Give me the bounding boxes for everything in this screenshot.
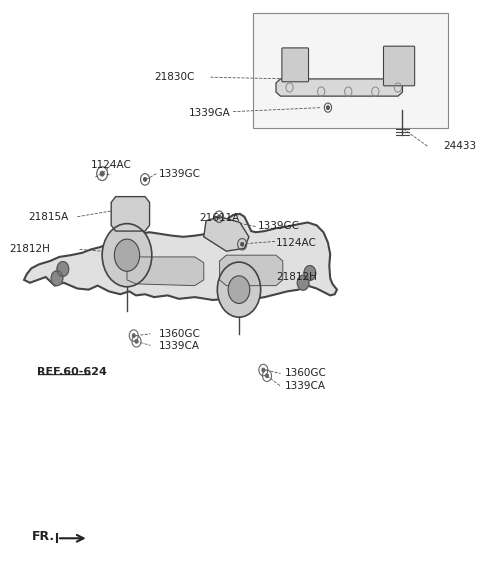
Text: 1360GC: 1360GC bbox=[158, 329, 201, 339]
Circle shape bbox=[135, 340, 138, 343]
Circle shape bbox=[132, 334, 135, 338]
Text: REF.60-624: REF.60-624 bbox=[36, 367, 107, 377]
Text: 1339CA: 1339CA bbox=[158, 341, 200, 351]
Circle shape bbox=[217, 262, 261, 317]
Polygon shape bbox=[24, 214, 337, 300]
Circle shape bbox=[144, 178, 146, 181]
Text: 1339GC: 1339GC bbox=[258, 222, 300, 231]
Bar bbox=[253, 13, 448, 128]
Text: 21812H: 21812H bbox=[276, 272, 317, 282]
Polygon shape bbox=[204, 217, 249, 251]
Text: 21815A: 21815A bbox=[28, 212, 68, 222]
Polygon shape bbox=[219, 255, 283, 286]
Polygon shape bbox=[111, 197, 150, 231]
Text: 21812H: 21812H bbox=[9, 245, 50, 254]
Circle shape bbox=[100, 171, 104, 176]
Circle shape bbox=[326, 106, 329, 110]
Circle shape bbox=[102, 224, 152, 287]
Text: 21830C: 21830C bbox=[155, 72, 195, 82]
FancyBboxPatch shape bbox=[384, 46, 415, 86]
Circle shape bbox=[262, 368, 265, 372]
Text: 21611A: 21611A bbox=[199, 213, 240, 223]
Circle shape bbox=[57, 261, 69, 276]
Circle shape bbox=[218, 215, 220, 219]
FancyBboxPatch shape bbox=[282, 48, 309, 82]
Text: 1360GC: 1360GC bbox=[285, 369, 327, 379]
Circle shape bbox=[241, 242, 243, 246]
Circle shape bbox=[114, 239, 140, 271]
Polygon shape bbox=[276, 79, 402, 96]
Circle shape bbox=[265, 374, 268, 377]
Text: 1339GA: 1339GA bbox=[189, 108, 231, 118]
Text: 1339GC: 1339GC bbox=[158, 168, 201, 179]
Circle shape bbox=[51, 271, 63, 286]
Circle shape bbox=[304, 265, 316, 280]
Text: 1339CA: 1339CA bbox=[285, 381, 326, 391]
Text: 24433: 24433 bbox=[443, 141, 476, 151]
Text: FR.: FR. bbox=[32, 530, 55, 543]
Text: 1124AC: 1124AC bbox=[276, 238, 317, 248]
Polygon shape bbox=[127, 257, 204, 286]
Circle shape bbox=[297, 275, 309, 290]
Circle shape bbox=[228, 276, 250, 304]
Text: 1124AC: 1124AC bbox=[91, 160, 132, 170]
